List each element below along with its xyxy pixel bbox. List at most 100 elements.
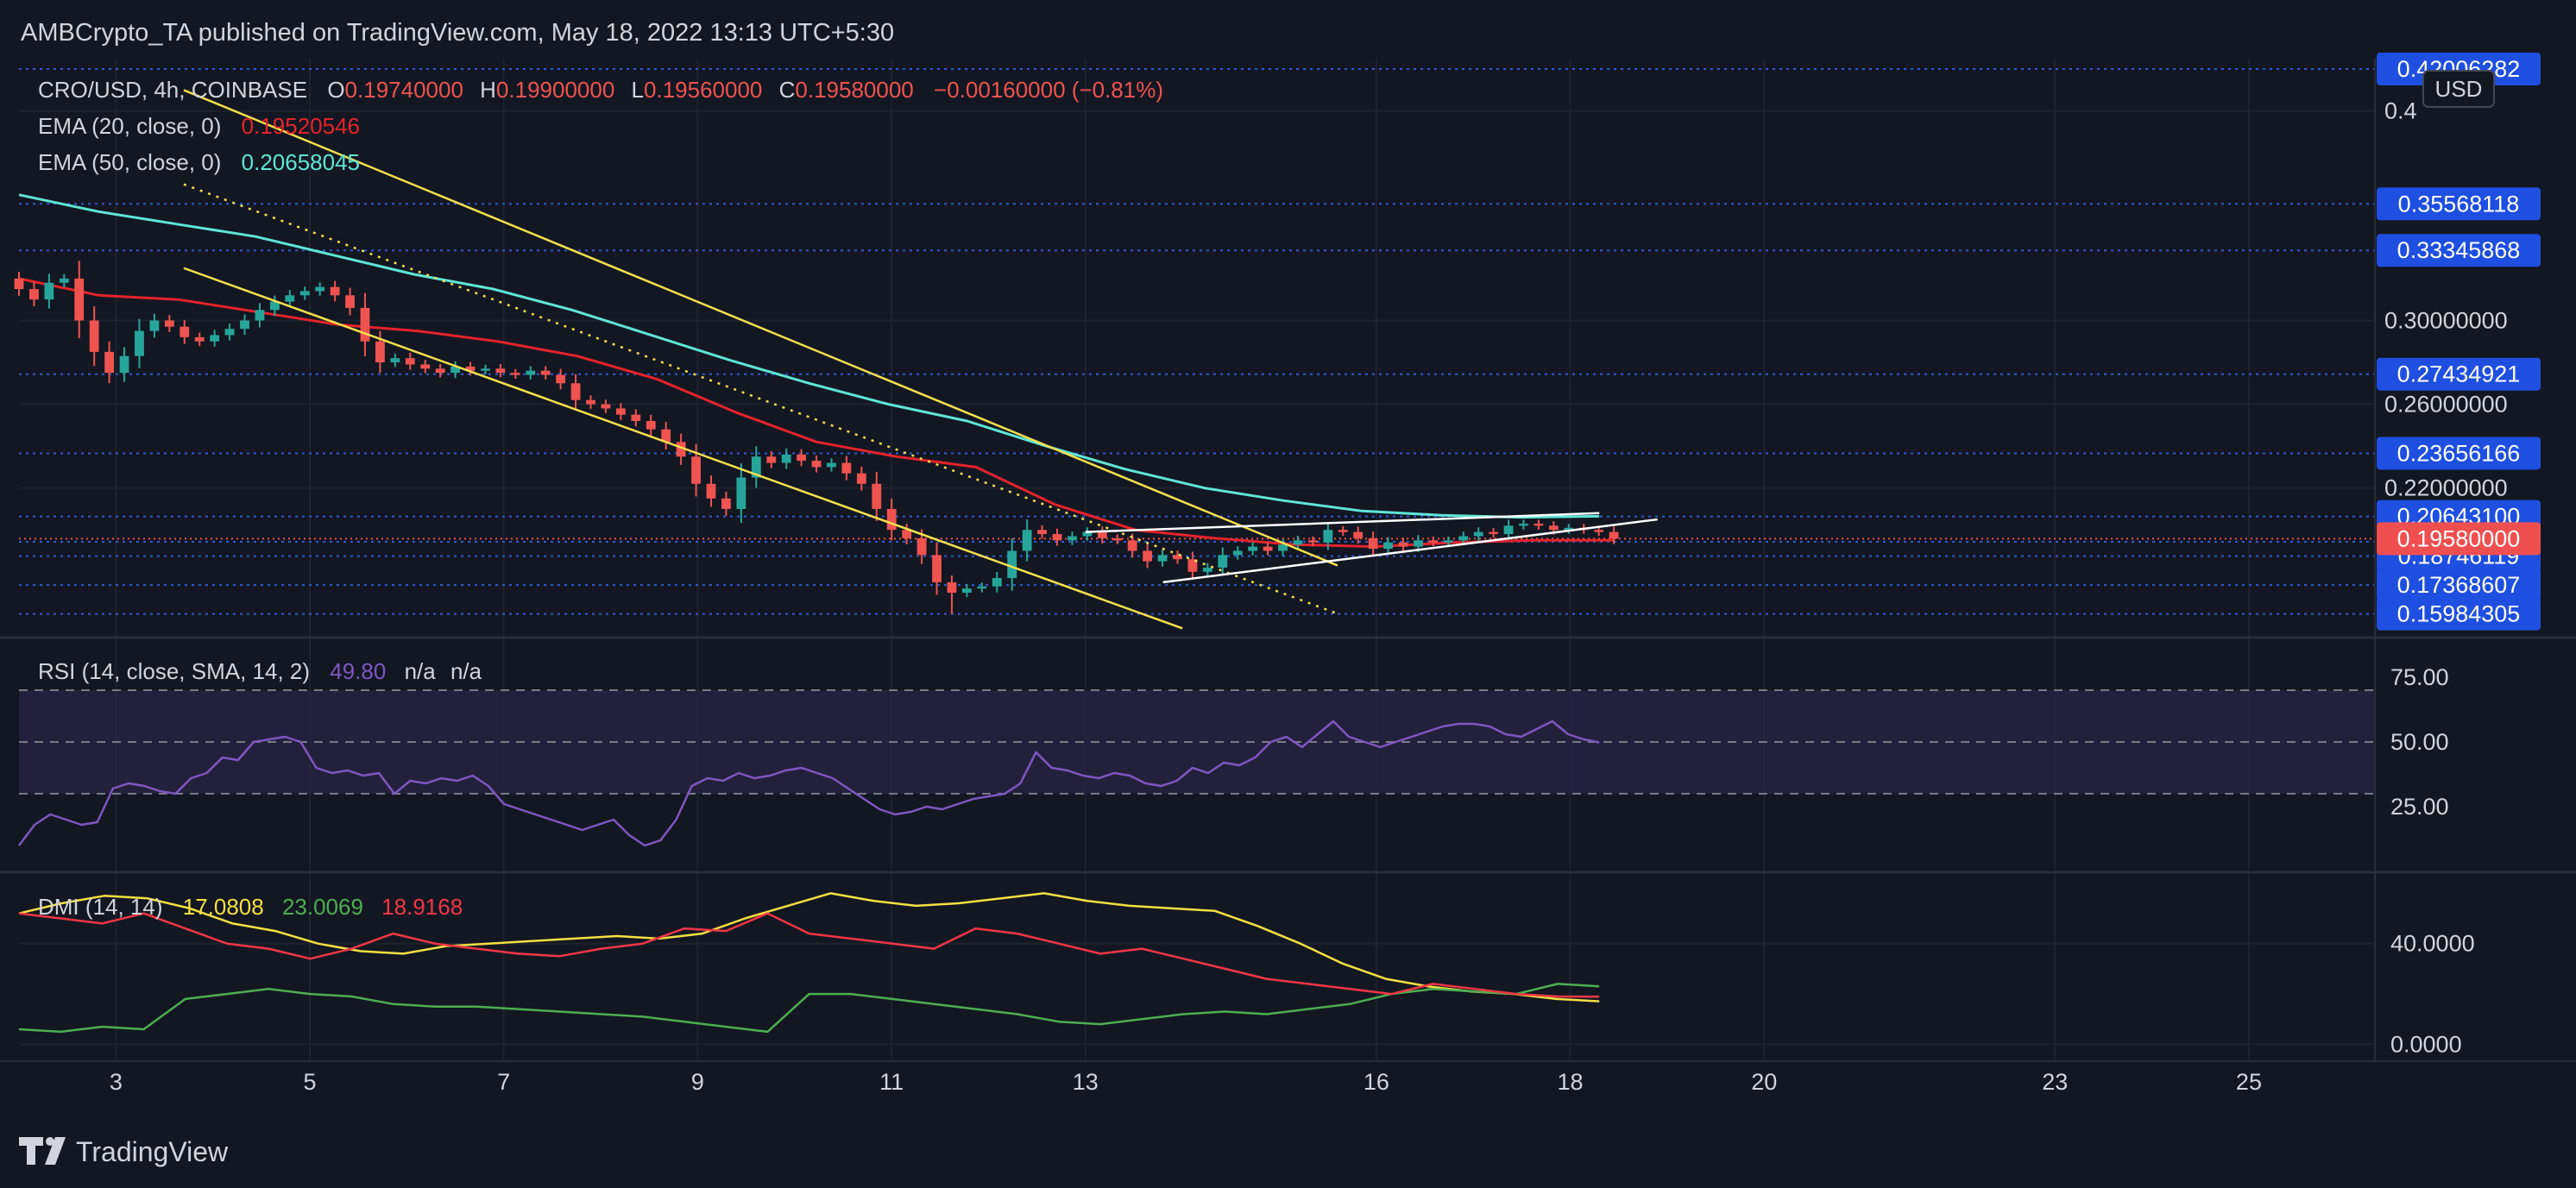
candle-body-3 [59,278,69,283]
candle-body-47 [721,498,731,509]
candle-body-67 [1022,530,1032,551]
currency-badge[interactable] [2422,70,2495,108]
change-value: −0.00160000 (−0.81%) [934,77,1163,103]
candle-body-39 [601,404,611,409]
candle-body-43 [661,429,671,443]
wedge-lower-trendline [1162,518,1658,584]
candle-body-48 [736,477,746,509]
x-tick-label-7: 18 [1558,1069,1584,1095]
price-tick-label-3: 0.22000000 [2384,475,2508,501]
x-tick-label-2: 7 [497,1069,510,1095]
candle-body-13 [210,335,220,342]
x-tick-label-4: 11 [879,1069,904,1095]
last-price-tag-bg [2377,522,2541,556]
tradingview-logo[interactable]: TradingView [19,1136,229,1167]
rsi-na-1: n/a [405,658,437,684]
x-tick-label-1: 5 [304,1069,317,1095]
candle-body-80 [1218,555,1228,568]
ema-lines [18,193,1615,549]
candle-body-21 [330,286,340,296]
candle-body-17 [269,301,280,311]
x-tick-label-0: 3 [110,1069,123,1095]
candle-body-6 [104,351,115,374]
candle-body-28 [435,368,445,374]
level-tag-3-bg [2377,357,2541,391]
candle-body-14 [224,329,235,336]
dmi-legend[interactable]: DMI (14, 14) 17.0808 23.0069 18.9168 [38,894,463,920]
level-tag-9-bg [2377,597,2541,631]
candle-body-83 [1263,546,1273,551]
last-price-tag-text: 0.19580000 [2397,525,2521,551]
grid-lines [19,59,2375,1059]
candle-body-34 [526,370,536,375]
price-tick-label-2: 0.26000000 [2384,392,2508,418]
candle-body-24 [375,341,385,362]
candle-body-0 [14,278,24,290]
rsi-legend[interactable]: RSI (14, close, SMA, 14, 2) 49.80 n/a n/… [38,658,482,684]
candle-body-60 [916,537,927,556]
candle-body-22 [345,295,355,308]
tv-logo-dot-icon [46,1137,54,1146]
rsi-value: 49.80 [330,658,386,684]
dmi-minus-value: 18.9168 [381,894,463,920]
candle-body-12 [194,336,205,342]
candle-body-82 [1248,546,1258,551]
candle-body-52 [797,454,807,462]
candle-body-33 [510,373,520,375]
price-tick-label-1: 0.30000000 [2384,307,2508,333]
ema50-legend[interactable]: EMA (50, close, 0) 0.20658045 [38,149,360,175]
candle-body-53 [811,461,822,468]
level-tag-0-bg [2377,52,2541,85]
candle-body-70 [1068,536,1077,541]
candle-body-105 [1594,530,1604,532]
ema20-value: 0.19520546 [242,113,360,139]
candle-body-1 [29,289,39,300]
candle-body-55 [841,462,852,474]
candle-body-37 [570,383,581,400]
dmi-adx-line [18,892,1600,1003]
currency-label: USD [2435,76,2483,102]
candle-body-96 [1458,536,1469,541]
price-tick-label-0: 0.4 [2384,98,2417,124]
candle-body-31 [481,368,490,371]
candle-body-9 [149,320,160,331]
horizontal-level-lines [19,67,2375,615]
channel-lower-trendline [183,267,1183,630]
candle-body-100 [1519,523,1528,526]
ema20-legend[interactable]: EMA (20, close, 0) 0.19520546 [38,113,360,139]
symbol-name: CRO/USD, 4h, COINBASE [38,77,307,103]
symbol-legend[interactable]: CRO/USD, 4h, COINBASE O0.19740000 H0.199… [38,77,1163,103]
candle-body-26 [405,358,415,365]
high-value: 0.19900000 [496,77,614,103]
ema50-value: 0.20658045 [242,149,360,175]
candle-body-46 [706,483,716,499]
candle-body-106 [1609,531,1619,539]
candle-body-86 [1307,540,1318,543]
tv-logo-t-icon [19,1137,43,1165]
close-value: 0.19580000 [795,77,913,103]
x-tick-label-6: 16 [1364,1069,1389,1095]
candle-body-50 [766,456,777,463]
level-tag-8-bg [2377,569,2541,602]
tv-logo-slash-icon [45,1137,66,1165]
candle-body-8 [135,330,144,356]
candle-body-76 [1157,555,1168,562]
candle-body-87 [1323,530,1333,543]
candle-body-92 [1398,542,1408,547]
candle-body-4 [74,278,85,321]
candle-body-54 [827,462,836,468]
dmi-adx-value: 17.0808 [183,894,264,920]
candle-body-88 [1338,530,1348,532]
low-value: 0.19560000 [644,77,762,103]
level-tag-8-text: 0.17368607 [2397,572,2521,598]
level-tag-1-bg [2377,187,2541,221]
trendlines[interactable] [183,89,1658,630]
candle-body-32 [495,368,506,374]
level-tag-3-text: 0.27434921 [2397,361,2521,387]
candle-body-89 [1353,531,1364,538]
candle-body-71 [1082,531,1093,537]
candle-body-66 [1007,550,1017,579]
